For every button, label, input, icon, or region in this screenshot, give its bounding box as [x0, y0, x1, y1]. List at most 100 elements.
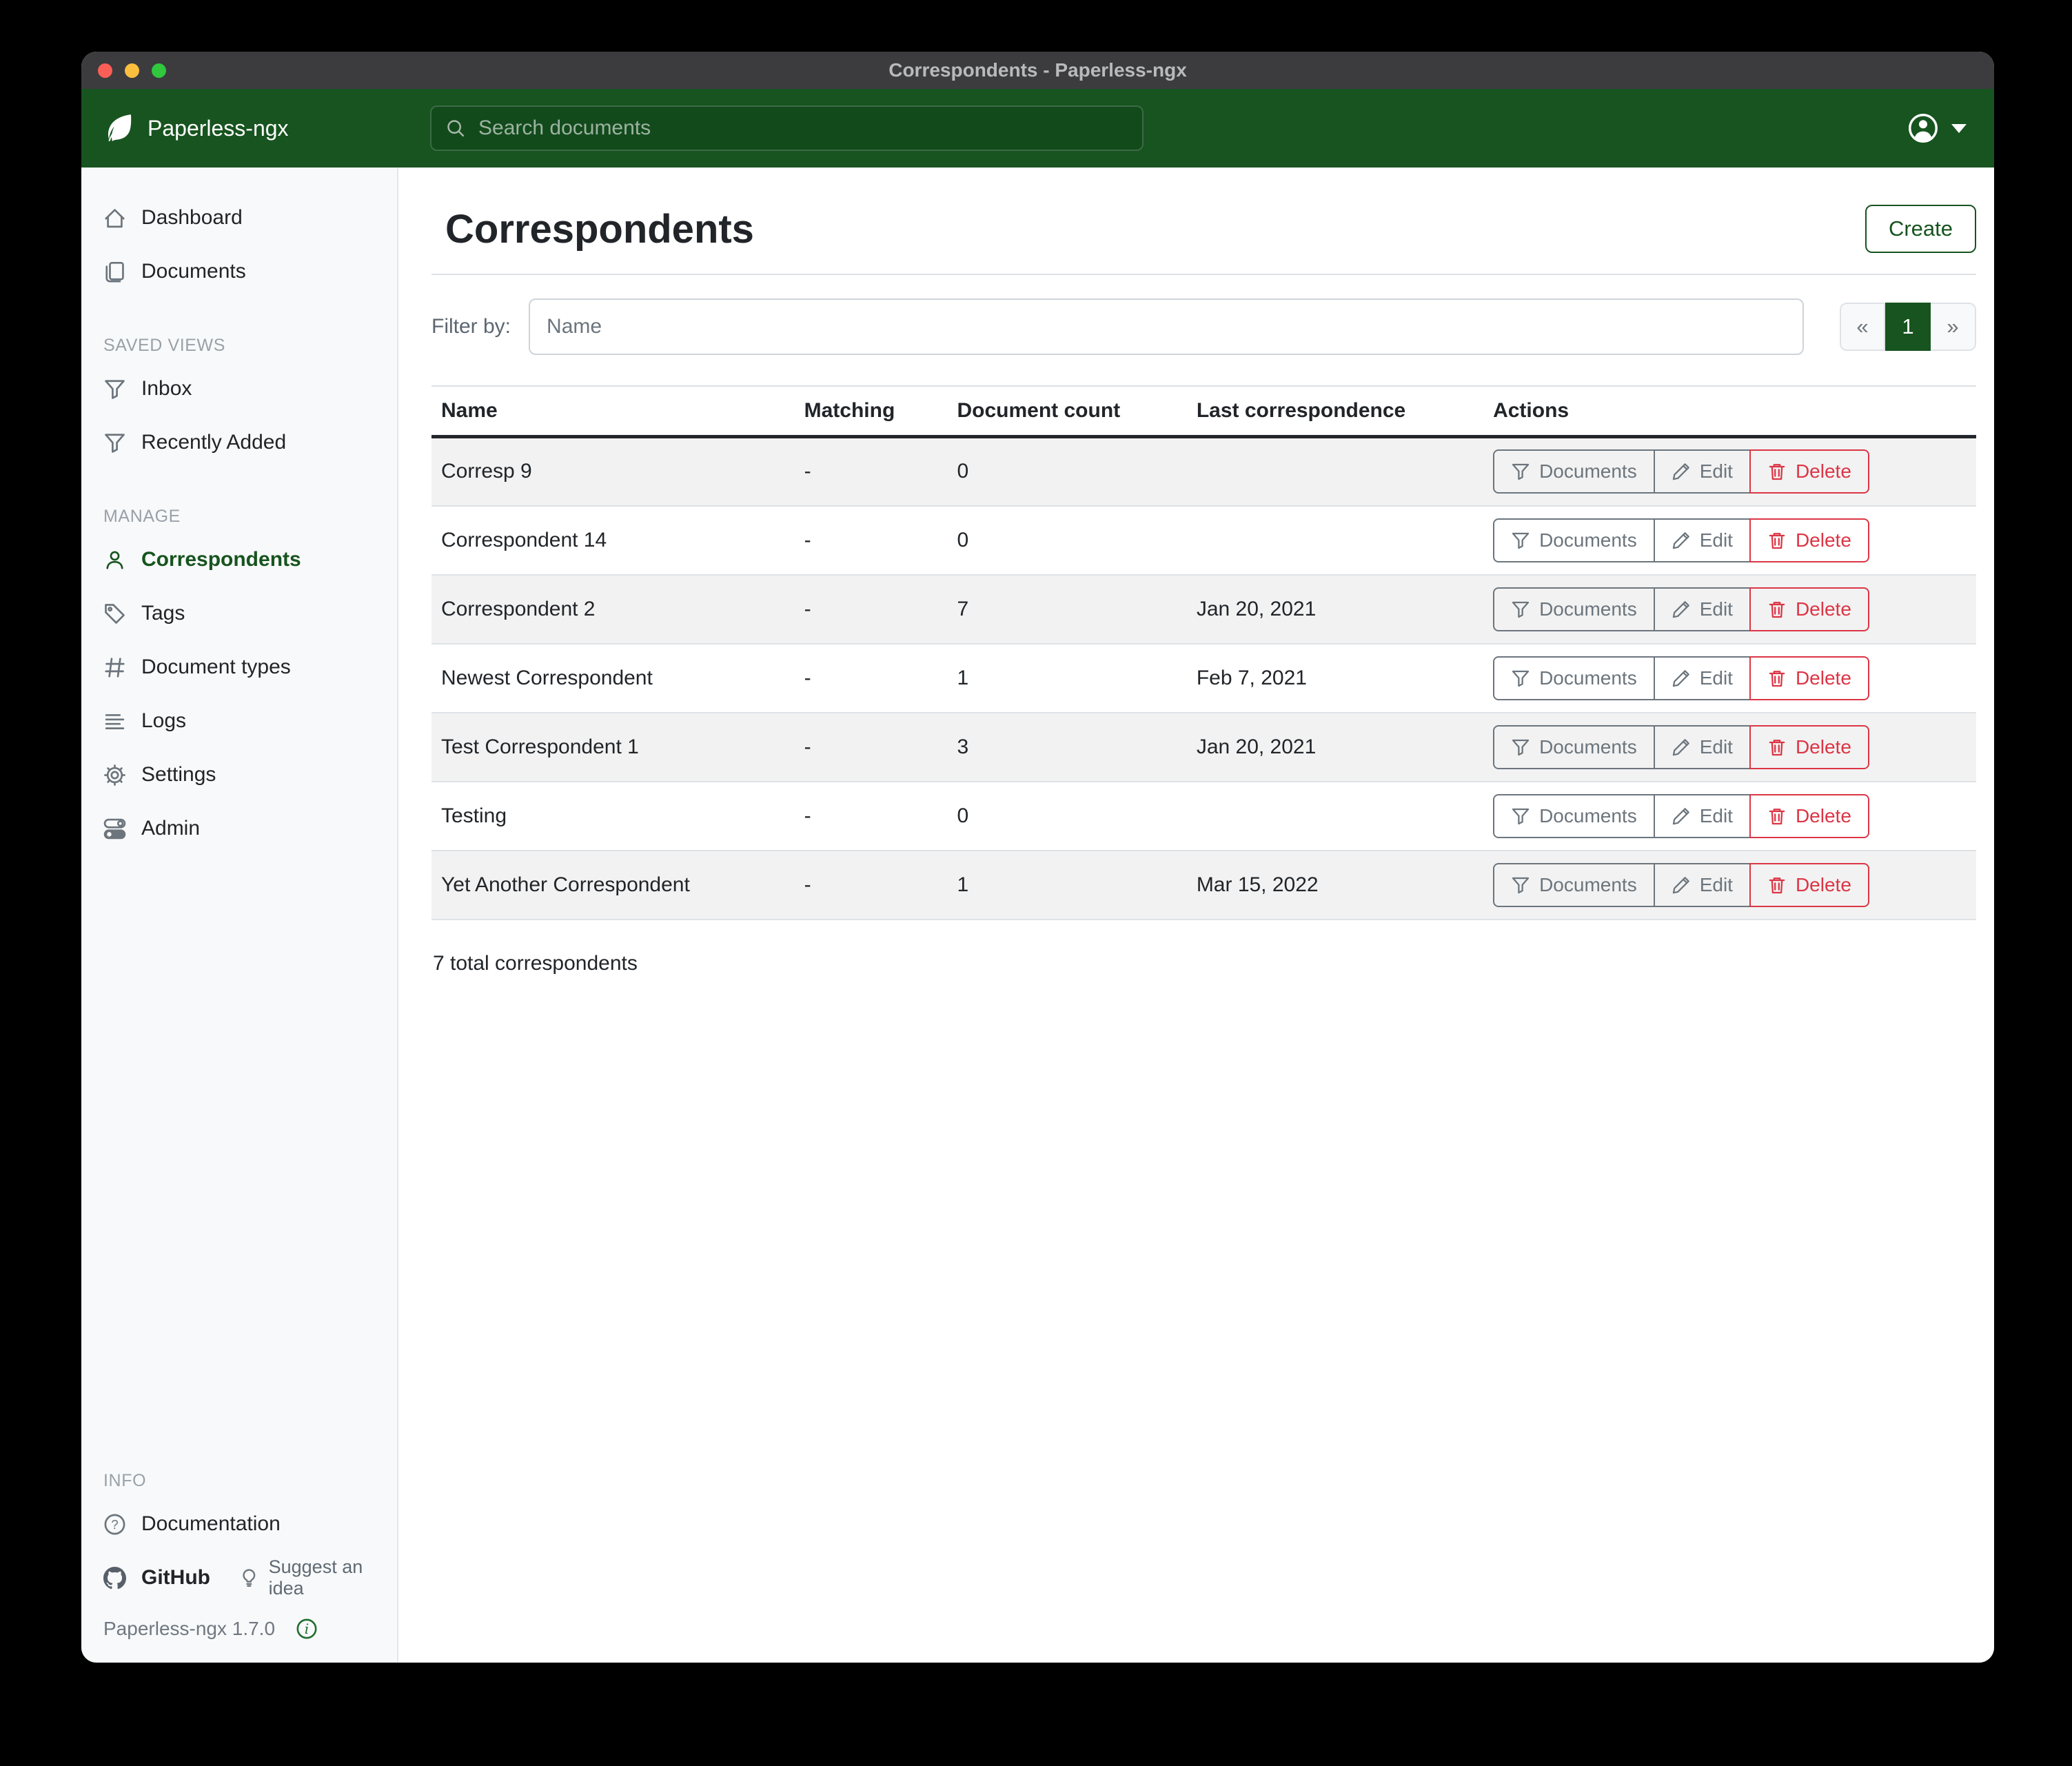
traffic-lights: [98, 52, 166, 89]
documents-button[interactable]: Documents: [1493, 862, 1655, 907]
table-row: Yet Another Correspondent - 1 Mar 15, 20…: [431, 850, 1976, 920]
search-input[interactable]: [477, 116, 1128, 141]
search-icon: [447, 120, 465, 137]
sidebar-item-admin[interactable]: Admin: [81, 802, 397, 855]
minimize-window-button[interactable]: [125, 63, 139, 78]
app-window: Correspondents - Paperless-ngx Paperless…: [81, 52, 1994, 1663]
actions-cell: Documents Edit Delete: [1483, 436, 1976, 507]
delete-button[interactable]: Delete: [1749, 587, 1869, 631]
delete-button[interactable]: Delete: [1749, 724, 1869, 769]
funnel-icon: [1512, 464, 1530, 480]
last-correspondence-cell: Mar 15, 2022: [1186, 850, 1484, 920]
table-row: Test Correspondent 1 - 3 Jan 20, 2021 Do…: [431, 712, 1976, 782]
sidebar-item-dashboard[interactable]: Dashboard: [81, 191, 397, 245]
funnel-icon: [1512, 601, 1530, 618]
documents-button[interactable]: Documents: [1493, 793, 1655, 838]
funnel-icon: [1512, 808, 1530, 824]
sidebar-item-label: Tags: [141, 602, 185, 625]
sidebar-item-settings[interactable]: Settings: [81, 748, 397, 802]
pagination-page-1-button[interactable]: 1: [1885, 303, 1931, 351]
correspondent-name-cell: Test Correspondent 1: [431, 712, 795, 782]
document-count-cell: 0: [947, 436, 1187, 507]
table-row: Correspondent 2 - 7 Jan 20, 2021 Documen…: [431, 574, 1976, 645]
actions-cell: Documents Edit Delete: [1483, 781, 1976, 851]
actions-cell: Documents Edit Delete: [1483, 643, 1976, 713]
name-filter-input[interactable]: [529, 298, 1804, 355]
matching-cell: -: [794, 850, 948, 920]
documents-button[interactable]: Documents: [1493, 518, 1655, 562]
edit-button[interactable]: Edit: [1653, 449, 1751, 494]
info-circle-icon[interactable]: i: [296, 1618, 318, 1640]
titlebar: Correspondents - Paperless-ngx: [81, 52, 1994, 89]
sidebar-item-logs[interactable]: Logs: [81, 694, 397, 748]
documents-button[interactable]: Documents: [1493, 724, 1655, 769]
sidebar-item-correspondents[interactable]: Correspondents: [81, 533, 397, 587]
sidebar-item-label: Correspondents: [141, 548, 301, 571]
document-count-cell: 3: [947, 712, 1187, 782]
row-actions: Documents Edit Delete: [1493, 862, 1869, 907]
matching-cell: -: [794, 712, 948, 782]
last-correspondence-cell: [1186, 505, 1484, 576]
zoom-window-button[interactable]: [152, 63, 166, 78]
github-icon: [103, 1566, 126, 1589]
delete-button[interactable]: Delete: [1749, 656, 1869, 700]
correspondent-name-cell: Newest Correspondent: [431, 643, 795, 713]
correspondent-name-cell: Corresp 9: [431, 436, 795, 507]
question-circle-icon: ?: [104, 1514, 125, 1534]
trash-icon: [1769, 532, 1785, 549]
sidebar-item-label: Dashboard: [141, 206, 243, 229]
table-row: Newest Correspondent - 1 Feb 7, 2021 Doc…: [431, 643, 1976, 713]
sidebar-item-label: Document types: [141, 656, 291, 678]
sidebar-item-document-types[interactable]: Document types: [81, 640, 397, 694]
pencil-icon: [1672, 807, 1689, 824]
edit-button[interactable]: Edit: [1653, 587, 1751, 631]
brand-title: Paperless-ngx: [148, 115, 289, 141]
delete-button[interactable]: Delete: [1749, 449, 1869, 494]
last-correspondence-cell: Jan 20, 2021: [1186, 712, 1484, 782]
column-header-actions: Actions: [1483, 385, 1976, 438]
delete-button[interactable]: Delete: [1749, 862, 1869, 907]
sidebar-item-label: Logs: [141, 709, 187, 732]
sidebar-item-recently-added[interactable]: Recently Added: [81, 416, 397, 469]
edit-button[interactable]: Edit: [1653, 518, 1751, 562]
sidebar-item-tags[interactable]: Tags: [81, 587, 397, 640]
sidebar-item-label: Settings: [141, 763, 216, 786]
document-count-cell: 1: [947, 643, 1187, 713]
last-correspondence-cell: Feb 7, 2021: [1186, 643, 1484, 713]
sidebar-item-inbox[interactable]: Inbox: [81, 362, 397, 416]
documents-button[interactable]: Documents: [1493, 449, 1655, 494]
funnel-icon: [1512, 532, 1530, 549]
sidebar-item-documents[interactable]: Documents: [81, 245, 397, 298]
page-title: Correspondents: [445, 206, 754, 252]
edit-button[interactable]: Edit: [1653, 862, 1751, 907]
edit-button[interactable]: Edit: [1653, 724, 1751, 769]
edit-button[interactable]: Edit: [1653, 656, 1751, 700]
delete-button[interactable]: Delete: [1749, 518, 1869, 562]
pencil-icon: [1672, 531, 1689, 549]
create-button[interactable]: Create: [1865, 205, 1976, 253]
gear-icon: [104, 764, 125, 786]
sidebar-item-documentation[interactable]: ? Documentation: [81, 1497, 397, 1551]
pencil-icon: [1672, 463, 1689, 480]
suggest-idea-link[interactable]: Suggest an idea: [239, 1556, 397, 1599]
documents-button[interactable]: Documents: [1493, 656, 1655, 700]
matching-cell: -: [794, 643, 948, 713]
person-circle-icon: [1909, 114, 1938, 143]
edit-button[interactable]: Edit: [1653, 793, 1751, 838]
svg-text:i: i: [305, 1621, 309, 1637]
sidebar-item-github[interactable]: GitHub: [81, 1551, 210, 1605]
funnel-icon: [1512, 877, 1530, 893]
column-header-document-count: Document count: [947, 385, 1187, 438]
table-row: Corresp 9 - 0 Documents Edit: [431, 436, 1976, 507]
actions-cell: Documents Edit Delete: [1483, 574, 1976, 645]
close-window-button[interactable]: [98, 63, 112, 78]
user-menu[interactable]: [1907, 89, 1967, 168]
correspondent-name-cell: Testing: [431, 781, 795, 851]
pagination-next-button[interactable]: »: [1931, 303, 1976, 351]
matching-cell: -: [794, 436, 948, 507]
documents-button[interactable]: Documents: [1493, 587, 1655, 631]
sidebar: Dashboard Documents SAVED VIEWS Inbox: [81, 168, 398, 1663]
document-count-cell: 1: [947, 850, 1187, 920]
delete-button[interactable]: Delete: [1749, 793, 1869, 838]
pagination-prev-button[interactable]: «: [1840, 303, 1885, 351]
